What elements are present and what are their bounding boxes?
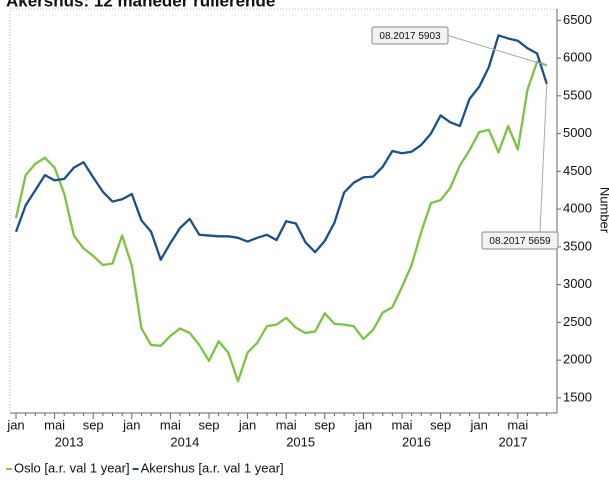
x-year-label: 2013 xyxy=(55,434,84,449)
y-tick-label: 4000 xyxy=(563,201,592,216)
x-tick-label: sep xyxy=(199,417,220,432)
y-tick-label: 2500 xyxy=(563,314,592,329)
annotation-box xyxy=(371,26,449,45)
legend-label: Oslo [a.r. val 1 year] xyxy=(14,460,130,475)
series-line xyxy=(14,34,548,261)
x-tick-label: mai xyxy=(160,417,181,432)
y-tick-label: 6000 xyxy=(563,50,592,65)
annotation-arrow xyxy=(539,83,548,233)
x-tick-label: jan xyxy=(6,417,24,432)
annotation-box xyxy=(481,231,559,250)
annotation-arrow xyxy=(447,35,547,66)
x-tick-label: sep xyxy=(83,417,104,432)
y-tick-label: 5000 xyxy=(563,125,592,140)
y-tick-label: 2000 xyxy=(563,352,592,367)
y-tick-label: 3500 xyxy=(563,238,592,253)
y-tick-label: 3000 xyxy=(563,276,592,291)
y-tick-label: 6500 xyxy=(563,12,592,27)
series-line xyxy=(14,60,548,383)
x-year-label: 2014 xyxy=(170,434,199,449)
x-year-label: 2015 xyxy=(286,434,315,449)
x-tick-label: mai xyxy=(392,417,413,432)
x-tick-label: sep xyxy=(430,417,451,432)
x-tick-label: jan xyxy=(122,417,140,432)
x-year-label: 2017 xyxy=(499,434,528,449)
x-tick-label: mai xyxy=(44,417,65,432)
legend-label: Akershus [a.r. val 1 year] xyxy=(141,460,284,475)
plot-frame xyxy=(9,8,558,414)
x-tick-label: sep xyxy=(314,417,335,432)
y-tick-label: 1500 xyxy=(563,389,592,404)
y-axis-label: Number xyxy=(598,187,609,234)
x-tick-label: mai xyxy=(507,417,528,432)
x-tick-label: jan xyxy=(470,417,488,432)
y-tick-label: 4500 xyxy=(563,163,592,178)
x-tick-label: mai xyxy=(276,417,297,432)
annotation-label: 08.2017 5903 xyxy=(379,31,441,42)
y-tick-label: 5500 xyxy=(563,87,592,102)
x-tick-label: jan xyxy=(354,417,372,432)
annotation-label: 08.2017 5659 xyxy=(489,236,551,247)
x-tick-label: jan xyxy=(238,417,256,432)
x-year-label: 2016 xyxy=(402,434,431,449)
chart-title: Akershus: 12 måneder rullerende xyxy=(6,0,275,10)
